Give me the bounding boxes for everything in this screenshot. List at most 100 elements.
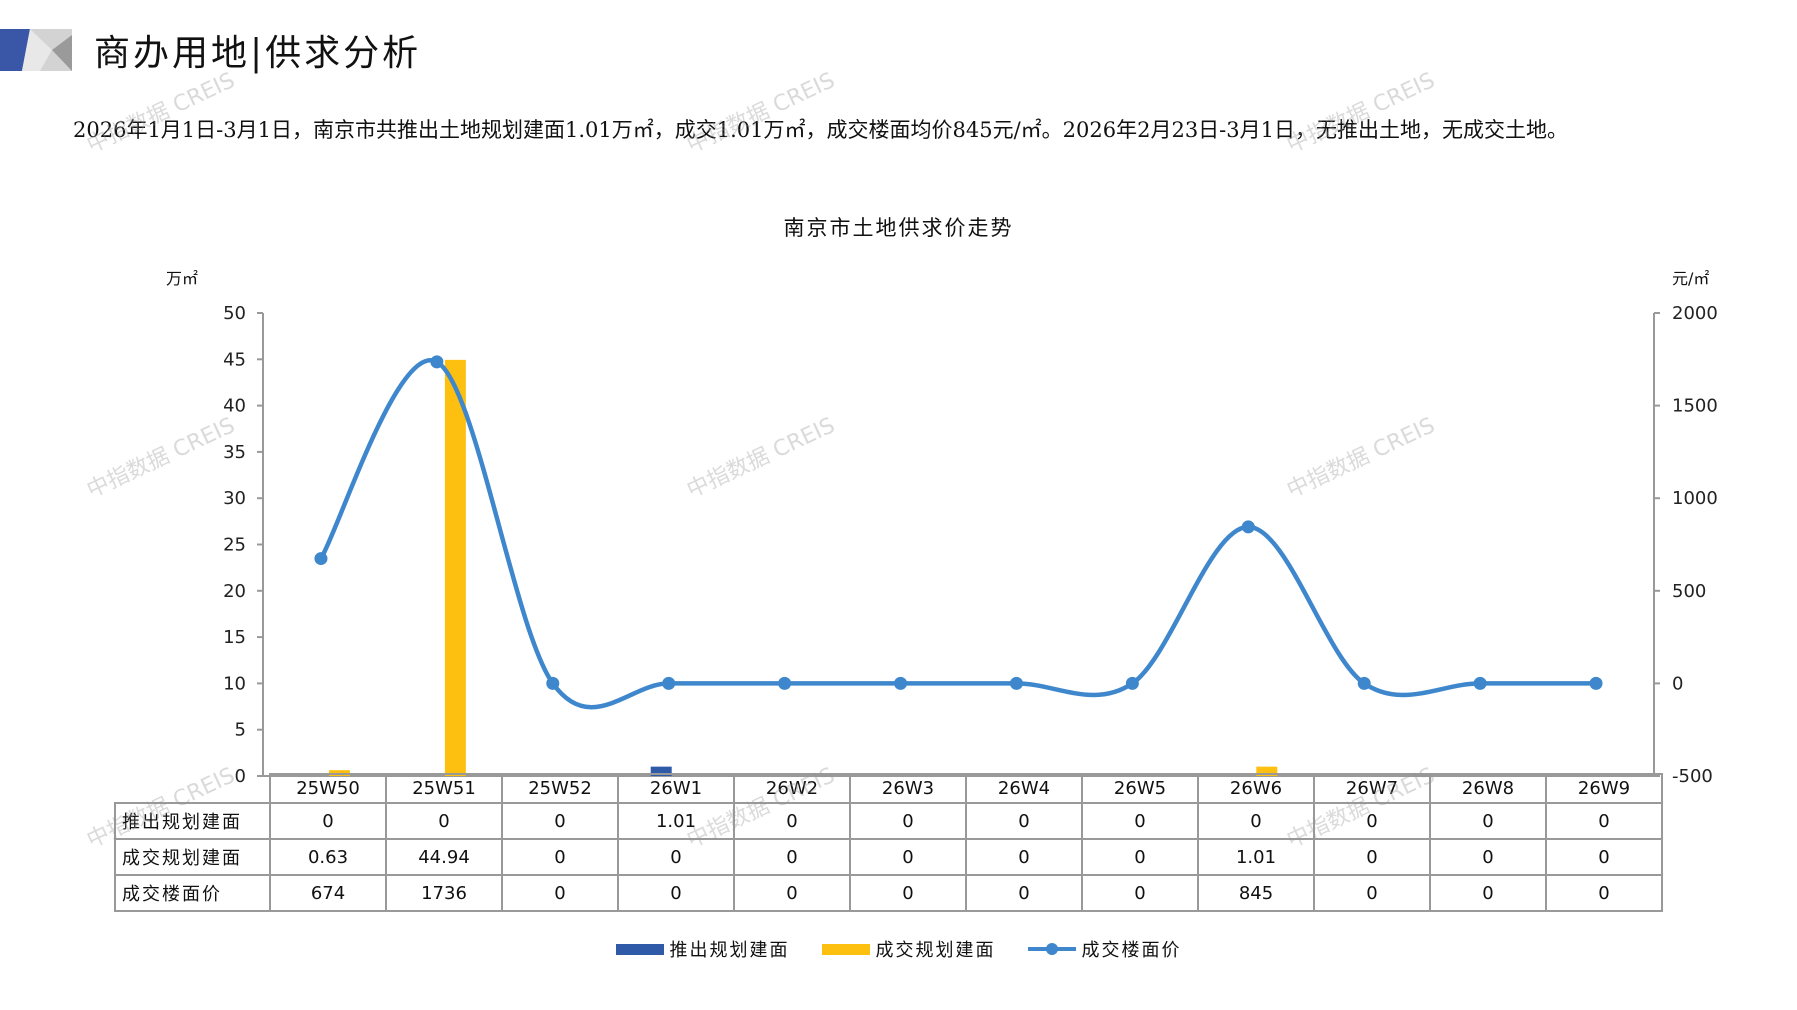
- legend-swatch-bar-blue: [615, 943, 664, 955]
- right-tick-label: 1000: [1672, 488, 1718, 509]
- table-cell: 845: [1197, 874, 1315, 912]
- table-category-cell: 26W7: [1313, 773, 1431, 804]
- table-row: 成交规划建面 0.63 44.94 0 0 0 0 0 0 1.01 0 0 0: [114, 838, 1663, 876]
- table-cell: 0: [965, 874, 1083, 912]
- left-tick-label: 45: [223, 349, 246, 370]
- left-axis-unit: 万㎡: [166, 269, 199, 288]
- bar-supply: [650, 766, 672, 776]
- price-point: [314, 552, 328, 566]
- bar-deal: [444, 359, 466, 776]
- bar-deal: [1256, 766, 1278, 776]
- header-logo: [0, 29, 72, 71]
- table-corner: [115, 774, 271, 803]
- table-category-cell: 26W1: [617, 773, 735, 804]
- table-cell: 0: [1197, 802, 1315, 840]
- table-cell: 0: [269, 802, 387, 840]
- right-tick-label: 500: [1672, 581, 1706, 602]
- table-cell: 0: [965, 802, 1083, 840]
- table-header-row: 25W50 25W51 25W52 26W1 26W2 26W3 26W4 26W5 26W6 2…: [115, 773, 1663, 804]
- table-row: 成交楼面价 674 1736 0 0 0 0 0 0 845 0 0 0: [114, 874, 1663, 912]
- table-cell: 0: [849, 838, 967, 876]
- row-label: 成交规划建面: [114, 838, 271, 876]
- right-tick-label: 0: [1672, 673, 1683, 694]
- legend-swatch-line-icon: [1027, 943, 1076, 955]
- right-tick-label: 1500: [1672, 396, 1718, 417]
- table-cell: 0: [501, 802, 619, 840]
- left-tick-label: 5: [235, 720, 246, 741]
- table-category-cell: 26W3: [849, 773, 967, 804]
- price-point: [662, 676, 676, 690]
- table-category-cell: 26W6: [1197, 773, 1315, 804]
- price-point: [1125, 676, 1139, 690]
- table-cell: 0: [1313, 802, 1431, 840]
- table-category-cell: 25W51: [385, 773, 503, 804]
- page-title: 商办用地|供求分析: [94, 33, 422, 74]
- table-cell: 0: [1429, 802, 1547, 840]
- left-tick-label: 10: [223, 673, 246, 694]
- left-tick-label: 25: [223, 535, 246, 556]
- table-cell: 1.01: [617, 802, 735, 840]
- right-axis-unit: 元/㎡: [1672, 269, 1710, 288]
- table-cell: 0: [1081, 874, 1199, 912]
- legend-label: 推出规划建面: [669, 940, 790, 961]
- table-cell: 1.01: [1197, 838, 1315, 876]
- table-cell: 0: [965, 838, 1083, 876]
- legend-label: 成交规划建面: [875, 940, 996, 961]
- left-tick-label: 50: [223, 303, 246, 324]
- left-tick-label: 30: [223, 488, 246, 509]
- row-label: 成交楼面价: [114, 874, 271, 912]
- data-table: 25W50 25W51 25W52 26W1 26W2 26W3 26W4 26W5 26W6 2…: [114, 773, 1663, 912]
- table-category-cell: 25W50: [269, 773, 387, 804]
- table-cell: 674: [269, 874, 387, 912]
- left-tick-label: 35: [223, 442, 246, 463]
- price-point: [778, 676, 792, 690]
- table-cell: 0: [385, 802, 503, 840]
- table-cell: 0: [501, 874, 619, 912]
- table-cell: 0: [1081, 838, 1199, 876]
- table-cell: 0: [1313, 838, 1431, 876]
- table-category-cell: 26W4: [965, 773, 1083, 804]
- price-point: [546, 676, 560, 690]
- table-cell: 0: [733, 802, 851, 840]
- price-point: [1473, 676, 1487, 690]
- table-cell: 0: [1313, 874, 1431, 912]
- price-point: [430, 355, 444, 369]
- table-cell: 0: [1081, 802, 1199, 840]
- table-cell: 0: [849, 802, 967, 840]
- table-cell: 0: [617, 874, 735, 912]
- table-cell: 0: [1545, 874, 1663, 912]
- table-cell: 0: [849, 874, 967, 912]
- legend-swatch-bar-yellow: [821, 943, 870, 955]
- table-cell: 0: [1429, 874, 1547, 912]
- row-label: 推出规划建面: [114, 802, 271, 840]
- price-point: [1589, 676, 1603, 690]
- left-tick-label: 20: [223, 581, 246, 602]
- table-category-cell: 26W9: [1545, 773, 1663, 804]
- table-cell: 0: [1545, 802, 1663, 840]
- table-cell: 0.63: [269, 838, 387, 876]
- table-cell: 0: [617, 838, 735, 876]
- table-cell: 1736: [385, 874, 503, 912]
- right-tick-label: -500: [1672, 766, 1713, 787]
- table-row: 推出规划建面 0 0 0 1.01 0 0 0 0 0 0 0 0: [114, 802, 1663, 840]
- table-category-cell: 26W5: [1081, 773, 1199, 804]
- table-category-cell: 25W52: [501, 773, 619, 804]
- legend-item-price: 成交楼面价: [1027, 936, 1182, 962]
- summary-text: 2026年1月1日-3月1日，南京市共推出土地规划建面1.01万㎡，成交1.01…: [73, 118, 1568, 142]
- left-tick-label: 15: [223, 627, 246, 648]
- table-cell: 0: [733, 838, 851, 876]
- price-point: [1357, 676, 1371, 690]
- legend: 推出规划建面 成交规划建面 成交楼面价: [0, 936, 1797, 962]
- chart-title: 南京市土地供求价走势: [783, 216, 1014, 240]
- table-category-cell: 26W2: [733, 773, 851, 804]
- table-cell: 0: [733, 874, 851, 912]
- price-point: [894, 676, 908, 690]
- price-line: [319, 358, 1597, 710]
- table-category-cell: 26W8: [1429, 773, 1547, 804]
- table-cell: 0: [1429, 838, 1547, 876]
- left-tick-label: 40: [223, 396, 246, 417]
- price-point: [1009, 676, 1023, 690]
- table-cell: 44.94: [385, 838, 503, 876]
- table-cell: 0: [501, 838, 619, 876]
- legend-label: 成交楼面价: [1081, 940, 1182, 961]
